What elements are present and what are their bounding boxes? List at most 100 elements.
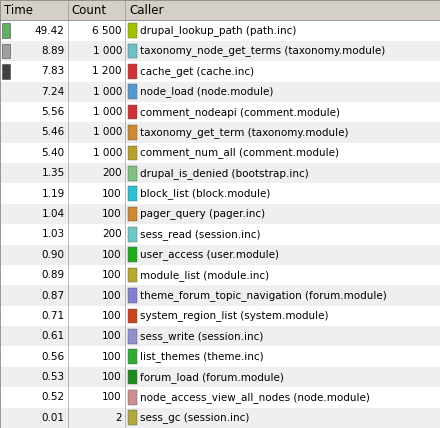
Text: taxonomy_get_term (taxonomy.module): taxonomy_get_term (taxonomy.module) [140,127,348,138]
Text: user_access (user.module): user_access (user.module) [140,249,279,260]
Bar [0,21,440,41]
Text: 7.83: 7.83 [41,66,65,76]
Text: drupal_is_denied (bootstrap.inc): drupal_is_denied (bootstrap.inc) [140,168,309,179]
Bar [0,184,440,204]
Text: 100: 100 [102,352,122,362]
Bar [128,309,137,323]
Text: drupal_lookup_path (path.inc): drupal_lookup_path (path.inc) [140,25,296,36]
Bar [128,288,137,303]
Bar [0,163,440,184]
Text: sess_write (session.inc): sess_write (session.inc) [140,331,263,342]
Bar [0,122,440,143]
Text: 100: 100 [102,291,122,300]
Text: Time: Time [4,4,33,17]
Bar [0,306,440,326]
Text: comment_nodeapi (comment.module): comment_nodeapi (comment.module) [140,107,340,118]
Text: Caller: Caller [129,4,163,17]
Text: sess_read (session.inc): sess_read (session.inc) [140,229,260,240]
Text: 0.90: 0.90 [42,250,65,260]
Bar [128,207,137,221]
Text: 0.71: 0.71 [41,311,65,321]
Text: forum_load (forum.module): forum_load (forum.module) [140,372,284,383]
Text: node_load (node.module): node_load (node.module) [140,86,273,97]
Text: 1 000: 1 000 [92,46,122,56]
Bar [128,349,137,364]
Text: cache_get (cache.inc): cache_get (cache.inc) [140,66,254,77]
Text: 100: 100 [102,331,122,341]
Text: 0.52: 0.52 [41,392,65,402]
Bar [0,204,440,224]
Bar [0,326,440,347]
Text: 8.89: 8.89 [41,46,65,56]
Text: 100: 100 [102,270,122,280]
Bar [128,146,137,160]
Text: 200: 200 [102,229,122,239]
Bar [0,224,440,244]
Text: 0.56: 0.56 [41,352,65,362]
Text: 7.24: 7.24 [41,87,65,97]
Text: 0.01: 0.01 [42,413,65,423]
Bar [2,64,10,79]
Text: 100: 100 [102,311,122,321]
Text: 100: 100 [102,250,122,260]
Text: 0.89: 0.89 [41,270,65,280]
Text: 100: 100 [102,209,122,219]
Text: 1 000: 1 000 [92,128,122,137]
Bar [128,166,137,181]
Text: 0.53: 0.53 [41,372,65,382]
Text: 5.46: 5.46 [41,128,65,137]
Text: 1 200: 1 200 [92,66,122,76]
Text: 5.56: 5.56 [41,107,65,117]
Text: 1.03: 1.03 [41,229,65,239]
Text: 5.40: 5.40 [41,148,65,158]
Text: 1 000: 1 000 [92,148,122,158]
Text: 1.35: 1.35 [41,168,65,178]
Text: 200: 200 [102,168,122,178]
Bar [0,81,440,102]
Bar [128,390,137,405]
Bar [0,387,440,407]
Text: 2: 2 [115,413,122,423]
Text: taxonomy_node_get_terms (taxonomy.module): taxonomy_node_get_terms (taxonomy.module… [140,45,385,56]
Text: Count: Count [72,4,107,17]
Bar [128,268,137,282]
Text: sess_gc (session.inc): sess_gc (session.inc) [140,412,249,423]
Bar [0,102,440,122]
Bar [128,329,137,344]
Text: 0.87: 0.87 [41,291,65,300]
Bar [0,265,440,285]
Bar [0,285,440,306]
Bar [0,407,440,428]
Text: system_region_list (system.module): system_region_list (system.module) [140,310,328,321]
Text: 100: 100 [102,372,122,382]
Bar [128,23,137,38]
Text: comment_num_all (comment.module): comment_num_all (comment.module) [140,147,339,158]
Text: 49.42: 49.42 [35,26,65,36]
Bar [128,247,137,262]
Bar [128,186,137,201]
Text: 100: 100 [102,392,122,402]
Bar [0,41,440,61]
Bar [128,370,137,384]
Text: theme_forum_topic_navigation (forum.module): theme_forum_topic_navigation (forum.modu… [140,290,387,301]
Bar [0,244,440,265]
Text: 100: 100 [102,189,122,199]
Bar [0,0,440,21]
Bar [0,347,440,367]
Text: 1 000: 1 000 [92,107,122,117]
Bar [128,84,137,99]
Text: pager_query (pager.inc): pager_query (pager.inc) [140,208,265,220]
Text: 6 500: 6 500 [92,26,122,36]
Bar [0,61,440,81]
Bar [128,410,137,425]
Text: 1.04: 1.04 [41,209,65,219]
Bar [128,44,137,58]
Text: module_list (module.inc): module_list (module.inc) [140,270,269,281]
Bar [2,23,10,38]
Bar [128,227,137,242]
Text: 0.61: 0.61 [41,331,65,341]
Bar [128,105,137,119]
Bar [0,367,440,387]
Bar [2,44,10,58]
Bar [128,64,137,79]
